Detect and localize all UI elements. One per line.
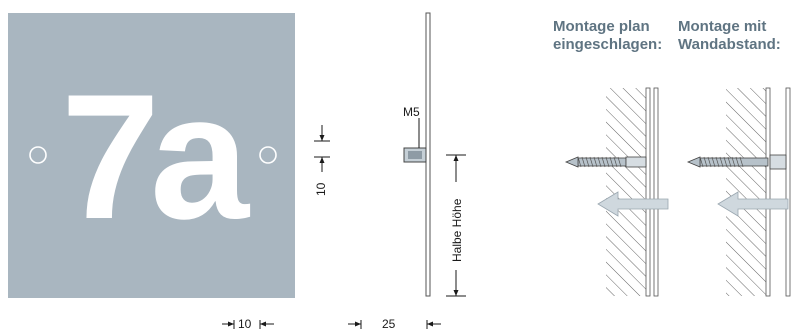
flush-mount-illustration xyxy=(564,87,669,297)
plate xyxy=(8,13,295,298)
thickness-label: 25 xyxy=(382,317,396,329)
dimension-half-height: Halbe Höhe xyxy=(446,154,466,297)
screw xyxy=(564,156,647,168)
thread-label: M5 xyxy=(403,105,420,119)
plate-edge xyxy=(653,87,659,297)
wall-surface xyxy=(645,87,651,297)
dimension-thickness: 25 xyxy=(348,317,441,329)
mounting-hole-left xyxy=(29,146,47,164)
spaced-mount-heading: Montage mit Wandabstand: xyxy=(678,18,781,54)
wall-hatch xyxy=(726,88,766,296)
spaced-mount-heading-line2: Wandabstand: xyxy=(678,36,781,53)
plate-edge xyxy=(785,87,791,297)
direction-arrow xyxy=(717,191,789,217)
plate-number: 7a xyxy=(61,57,251,256)
dimension-edge-offset: 10 xyxy=(222,317,274,329)
dimension-hole-offset: 10 xyxy=(314,125,330,196)
edge-offset-label: 10 xyxy=(238,317,252,329)
direction-arrow xyxy=(597,191,669,217)
mounting-hole-right xyxy=(259,146,277,164)
wall-hatch xyxy=(606,88,646,296)
flush-mount-heading-line1: Montage plan xyxy=(553,18,650,35)
plate-front-view: 7a xyxy=(8,13,295,298)
wall-surface xyxy=(765,87,771,297)
plate-side-view: M5 xyxy=(403,12,431,297)
screw xyxy=(686,154,787,170)
plate-edge xyxy=(425,12,431,297)
flush-mount-heading-line2: eingeschlagen: xyxy=(553,36,663,53)
spaced-mount-illustration xyxy=(686,87,791,297)
flush-mount-heading: Montage plan eingeschlagen: xyxy=(553,18,662,54)
half-height-label: Halbe Höhe xyxy=(450,198,464,262)
spaced-mount-heading-line1: Montage mit xyxy=(678,18,767,35)
hole-offset-label: 10 xyxy=(314,182,328,196)
spacer xyxy=(769,154,787,170)
